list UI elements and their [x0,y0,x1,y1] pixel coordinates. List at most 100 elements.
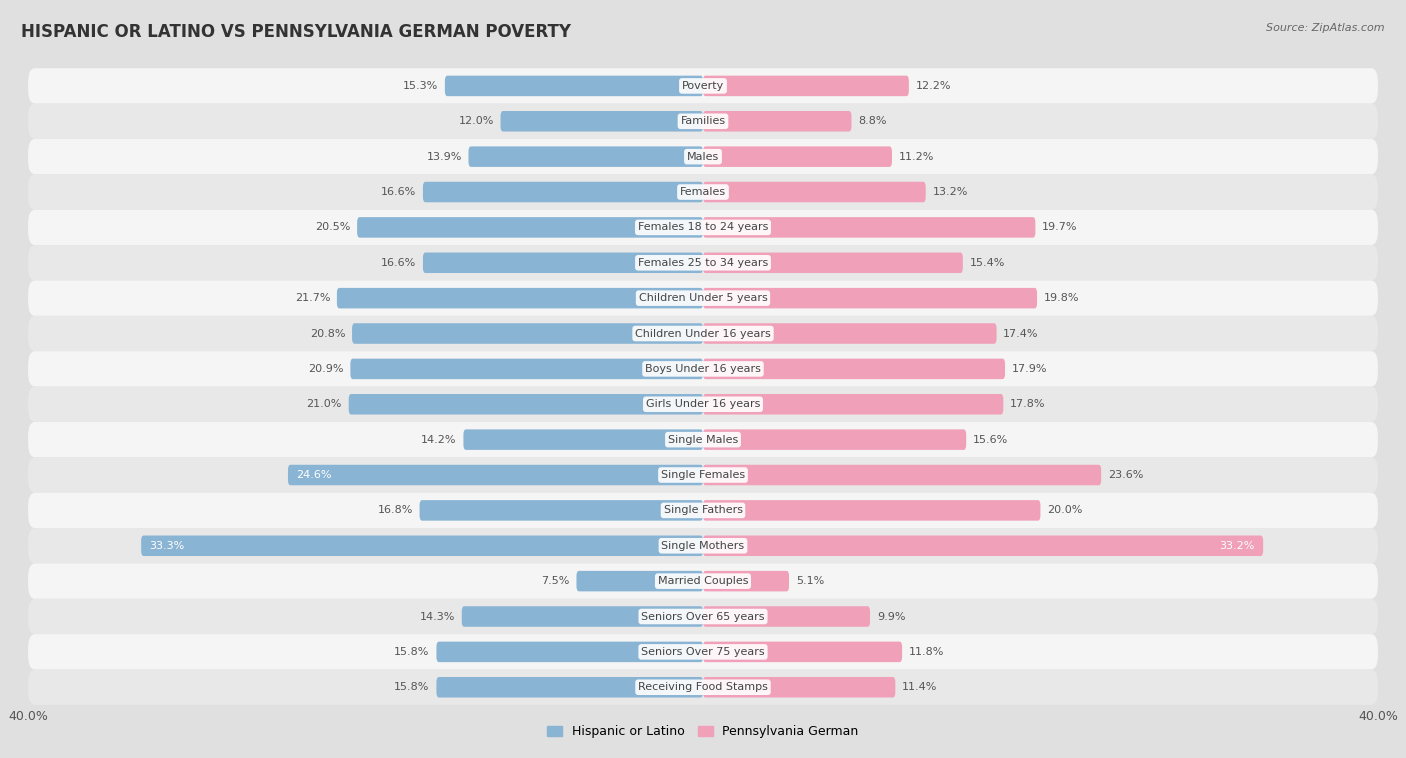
FancyBboxPatch shape [28,210,1378,245]
FancyBboxPatch shape [423,252,703,273]
Text: 11.8%: 11.8% [908,647,945,657]
Text: 17.8%: 17.8% [1010,399,1046,409]
FancyBboxPatch shape [28,316,1378,351]
Text: Seniors Over 65 years: Seniors Over 65 years [641,612,765,622]
FancyBboxPatch shape [703,146,891,167]
FancyBboxPatch shape [461,606,703,627]
FancyBboxPatch shape [28,351,1378,387]
Text: 16.6%: 16.6% [381,258,416,268]
FancyBboxPatch shape [703,288,1038,309]
Text: Single Males: Single Males [668,434,738,445]
FancyBboxPatch shape [28,599,1378,634]
FancyBboxPatch shape [423,182,703,202]
FancyBboxPatch shape [357,217,703,238]
FancyBboxPatch shape [28,563,1378,599]
Text: Girls Under 16 years: Girls Under 16 years [645,399,761,409]
FancyBboxPatch shape [703,429,966,450]
Text: 13.9%: 13.9% [426,152,461,161]
Text: Single Females: Single Females [661,470,745,480]
Text: 7.5%: 7.5% [541,576,569,586]
FancyBboxPatch shape [576,571,703,591]
FancyBboxPatch shape [350,359,703,379]
Text: 20.9%: 20.9% [308,364,343,374]
Text: 24.6%: 24.6% [297,470,332,480]
Text: Boys Under 16 years: Boys Under 16 years [645,364,761,374]
Text: 20.8%: 20.8% [309,328,346,339]
FancyBboxPatch shape [436,677,703,697]
FancyBboxPatch shape [703,111,852,132]
FancyBboxPatch shape [444,76,703,96]
Text: 5.1%: 5.1% [796,576,824,586]
FancyBboxPatch shape [352,323,703,344]
Text: 11.2%: 11.2% [898,152,934,161]
FancyBboxPatch shape [703,182,925,202]
FancyBboxPatch shape [703,323,997,344]
FancyBboxPatch shape [141,535,703,556]
Text: 14.2%: 14.2% [422,434,457,445]
Text: HISPANIC OR LATINO VS PENNSYLVANIA GERMAN POVERTY: HISPANIC OR LATINO VS PENNSYLVANIA GERMA… [21,23,571,41]
Text: 9.9%: 9.9% [877,612,905,622]
FancyBboxPatch shape [419,500,703,521]
Text: 12.0%: 12.0% [458,116,494,127]
FancyBboxPatch shape [28,280,1378,316]
FancyBboxPatch shape [28,634,1378,669]
Text: 16.6%: 16.6% [381,187,416,197]
FancyBboxPatch shape [28,139,1378,174]
Text: Females 18 to 24 years: Females 18 to 24 years [638,222,768,233]
Text: 11.4%: 11.4% [903,682,938,692]
Text: 20.5%: 20.5% [315,222,350,233]
Text: 23.6%: 23.6% [1108,470,1143,480]
FancyBboxPatch shape [28,174,1378,210]
FancyBboxPatch shape [28,387,1378,422]
Text: 17.4%: 17.4% [1004,328,1039,339]
FancyBboxPatch shape [703,359,1005,379]
FancyBboxPatch shape [436,641,703,662]
Text: Males: Males [688,152,718,161]
Text: 19.7%: 19.7% [1042,222,1077,233]
FancyBboxPatch shape [703,535,1263,556]
FancyBboxPatch shape [703,571,789,591]
Text: 16.8%: 16.8% [377,506,413,515]
Text: Females: Females [681,187,725,197]
Text: Receiving Food Stamps: Receiving Food Stamps [638,682,768,692]
Text: Source: ZipAtlas.com: Source: ZipAtlas.com [1267,23,1385,33]
FancyBboxPatch shape [28,104,1378,139]
Text: Families: Families [681,116,725,127]
FancyBboxPatch shape [337,288,703,309]
Text: 33.2%: 33.2% [1219,540,1254,551]
Text: 17.9%: 17.9% [1012,364,1047,374]
Text: 15.8%: 15.8% [394,682,430,692]
FancyBboxPatch shape [349,394,703,415]
FancyBboxPatch shape [28,528,1378,563]
Text: 15.6%: 15.6% [973,434,1008,445]
FancyBboxPatch shape [703,500,1040,521]
Text: 20.0%: 20.0% [1047,506,1083,515]
FancyBboxPatch shape [703,394,1004,415]
Text: Poverty: Poverty [682,81,724,91]
Legend: Hispanic or Latino, Pennsylvania German: Hispanic or Latino, Pennsylvania German [543,720,863,744]
FancyBboxPatch shape [28,422,1378,457]
FancyBboxPatch shape [28,457,1378,493]
Text: 12.2%: 12.2% [915,81,950,91]
Text: Single Mothers: Single Mothers [661,540,745,551]
FancyBboxPatch shape [501,111,703,132]
Text: Married Couples: Married Couples [658,576,748,586]
FancyBboxPatch shape [28,669,1378,705]
Text: 15.4%: 15.4% [970,258,1005,268]
FancyBboxPatch shape [703,677,896,697]
FancyBboxPatch shape [703,641,903,662]
FancyBboxPatch shape [703,606,870,627]
Text: 8.8%: 8.8% [858,116,887,127]
FancyBboxPatch shape [703,76,908,96]
FancyBboxPatch shape [703,465,1101,485]
Text: 21.0%: 21.0% [307,399,342,409]
FancyBboxPatch shape [464,429,703,450]
Text: Children Under 16 years: Children Under 16 years [636,328,770,339]
Text: 13.2%: 13.2% [932,187,967,197]
Text: Females 25 to 34 years: Females 25 to 34 years [638,258,768,268]
FancyBboxPatch shape [288,465,703,485]
Text: 19.8%: 19.8% [1043,293,1080,303]
FancyBboxPatch shape [28,493,1378,528]
Text: 33.3%: 33.3% [149,540,184,551]
Text: Single Fathers: Single Fathers [664,506,742,515]
